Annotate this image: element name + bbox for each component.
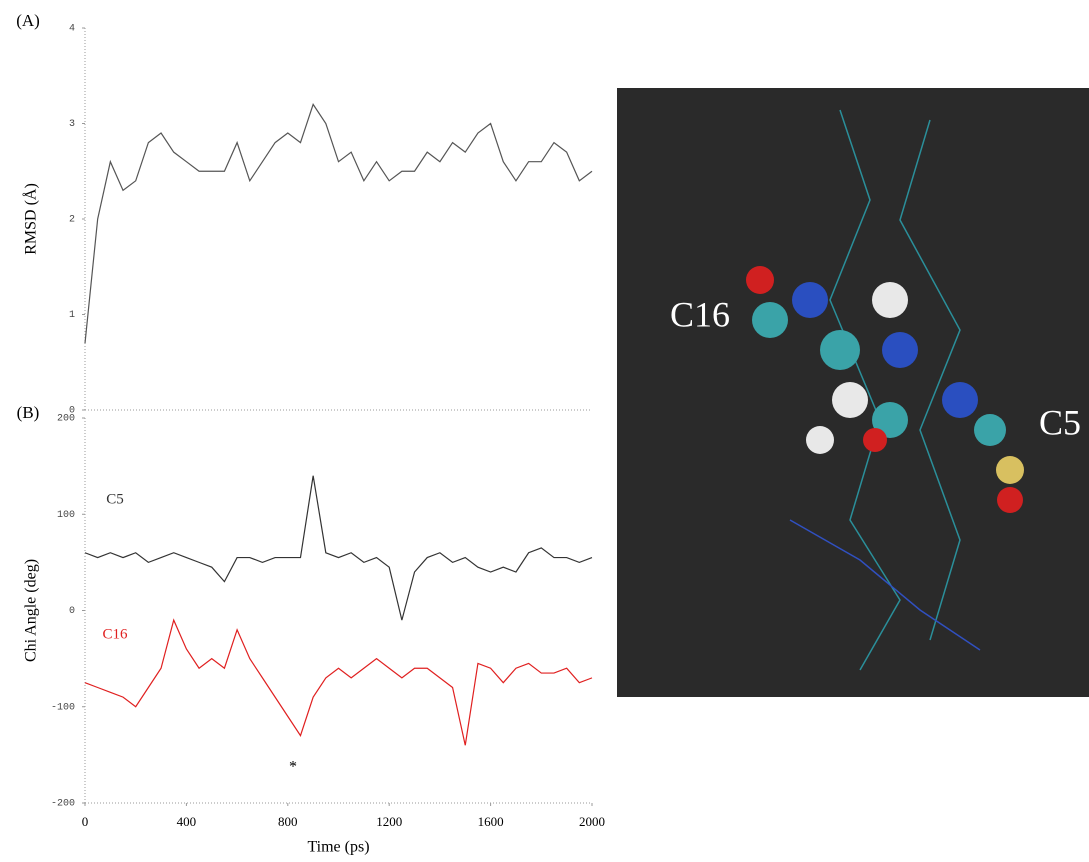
- x-axis-label: Time (ps): [307, 839, 369, 856]
- y-tick-label: 2: [69, 215, 75, 226]
- y-tick-label: 1: [69, 310, 75, 321]
- y-axis-label: Chi Angle (deg): [23, 559, 40, 662]
- y-tick-label: 0: [69, 606, 75, 617]
- y-tick-label: -100: [51, 702, 75, 713]
- molecule-label: C5: [1039, 402, 1081, 442]
- figure: C16 C5 (A) RMSD (Å) 0 1 2 3 4 (B) Chi Angle (deg…: [0, 0, 1089, 862]
- x-tick-label: 0: [82, 814, 89, 829]
- y-tick-label: 3: [69, 119, 75, 130]
- x-tick-label: 1600: [478, 814, 504, 829]
- data-line: [85, 476, 592, 620]
- data-line: [85, 620, 592, 745]
- x-tick-label: 2000: [579, 814, 605, 829]
- data-line: [85, 104, 592, 343]
- annotation: *: [289, 759, 297, 776]
- y-tick-label: 4: [69, 24, 75, 35]
- x-tick-label: 400: [177, 814, 197, 829]
- y-tick-label: 100: [57, 510, 75, 521]
- molecule-label: C16: [670, 294, 730, 334]
- x-tick-label: 1200: [376, 814, 402, 829]
- y-tick-label: -200: [51, 799, 75, 810]
- panel-label: (B): [17, 403, 40, 422]
- y-tick-label: 200: [57, 414, 75, 425]
- series-label: C5: [106, 491, 124, 507]
- series-label: C16: [102, 626, 128, 642]
- panel-label: (A): [16, 11, 40, 30]
- y-axis-label: RMSD (Å): [22, 183, 40, 255]
- x-tick-label: 800: [278, 814, 298, 829]
